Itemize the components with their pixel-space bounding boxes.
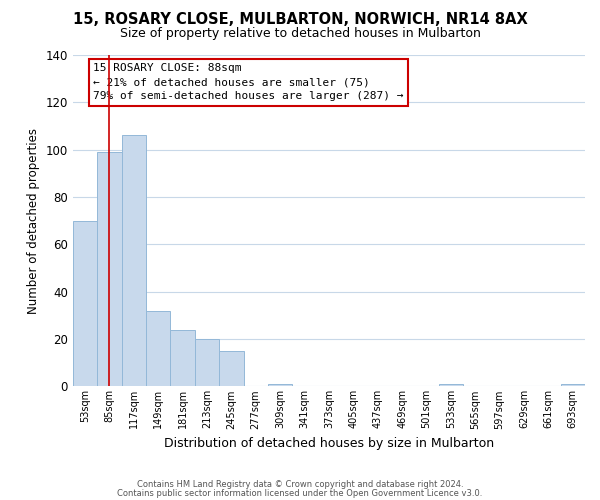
Text: Contains HM Land Registry data © Crown copyright and database right 2024.: Contains HM Land Registry data © Crown c… xyxy=(137,480,463,489)
Text: 15 ROSARY CLOSE: 88sqm
← 21% of detached houses are smaller (75)
79% of semi-det: 15 ROSARY CLOSE: 88sqm ← 21% of detached… xyxy=(93,64,404,102)
Text: Contains public sector information licensed under the Open Government Licence v3: Contains public sector information licen… xyxy=(118,488,482,498)
Bar xyxy=(439,384,463,386)
Y-axis label: Number of detached properties: Number of detached properties xyxy=(27,128,40,314)
Bar xyxy=(122,136,146,386)
Bar xyxy=(219,351,244,386)
Bar xyxy=(195,339,219,386)
Bar xyxy=(560,384,585,386)
Bar xyxy=(146,310,170,386)
Bar xyxy=(170,330,195,386)
X-axis label: Distribution of detached houses by size in Mulbarton: Distribution of detached houses by size … xyxy=(164,437,494,450)
Text: 15, ROSARY CLOSE, MULBARTON, NORWICH, NR14 8AX: 15, ROSARY CLOSE, MULBARTON, NORWICH, NR… xyxy=(73,12,527,28)
Text: Size of property relative to detached houses in Mulbarton: Size of property relative to detached ho… xyxy=(119,28,481,40)
Bar xyxy=(97,152,122,386)
Bar xyxy=(73,220,97,386)
Bar xyxy=(268,384,292,386)
